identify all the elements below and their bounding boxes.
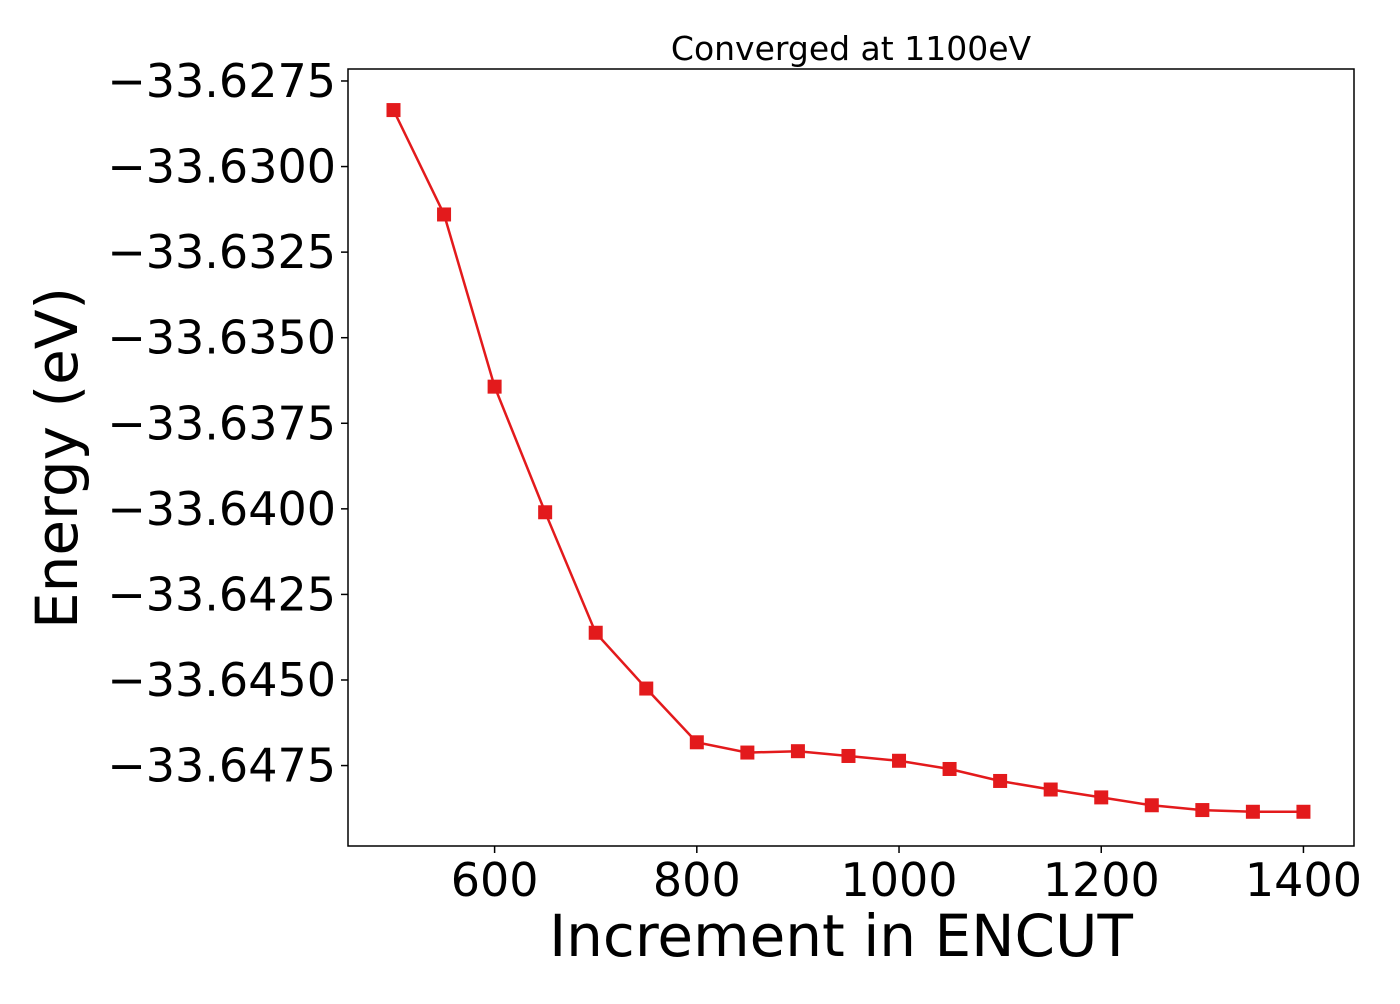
y-tick-label: −33.6475: [107, 739, 336, 793]
data-point-marker: [1043, 782, 1058, 797]
series-layer: [386, 103, 1311, 819]
data-point-marker: [993, 773, 1008, 788]
data-point-marker: [892, 753, 907, 768]
data-point-marker: [790, 744, 805, 759]
y-axis-ticks: −33.6275 −33.6300 −33.6325 −33.6350 −33.6375…: [107, 54, 348, 793]
x-axis-ticks: 600 800 1000 1200 1400: [451, 846, 1362, 907]
data-point-marker: [538, 505, 553, 520]
x-tick-label: 1400: [1245, 853, 1362, 907]
x-tick-label: 1000: [840, 853, 957, 907]
y-tick-label: −33.6375: [107, 396, 336, 450]
data-point-marker: [386, 103, 401, 118]
x-tick-label: 1200: [1043, 853, 1160, 907]
data-point-marker: [639, 681, 654, 696]
data-point-marker: [1094, 790, 1109, 805]
y-tick-label: −33.6350: [107, 311, 336, 365]
data-point-marker: [487, 379, 502, 394]
y-tick-label: −33.6275: [107, 54, 336, 108]
data-point-marker: [1296, 804, 1311, 819]
y-tick-label: −33.6400: [107, 482, 336, 536]
chart-title: Converged at 1100eV: [671, 29, 1032, 68]
data-point-marker: [588, 625, 603, 640]
x-tick-label: 800: [653, 853, 741, 907]
data-point-marker: [1144, 798, 1159, 813]
x-tick-label: 600: [451, 853, 539, 907]
x-axis-title: Increment in ENCUT: [549, 902, 1133, 970]
data-point-marker: [689, 735, 704, 750]
data-point-marker: [1245, 804, 1260, 819]
y-tick-label: −33.6425: [107, 567, 336, 621]
data-point-marker: [437, 207, 452, 222]
data-point-marker: [1195, 803, 1210, 818]
y-tick-label: −33.6300: [107, 140, 336, 194]
y-axis-title: Energy (eV): [23, 287, 91, 629]
y-tick-label: −33.6325: [107, 225, 336, 279]
plot-area-frame: [347, 68, 1355, 847]
data-point-marker: [942, 761, 957, 776]
data-point-marker: [841, 748, 856, 763]
y-tick-label: −33.6450: [107, 653, 336, 707]
data-point-marker: [740, 745, 755, 760]
